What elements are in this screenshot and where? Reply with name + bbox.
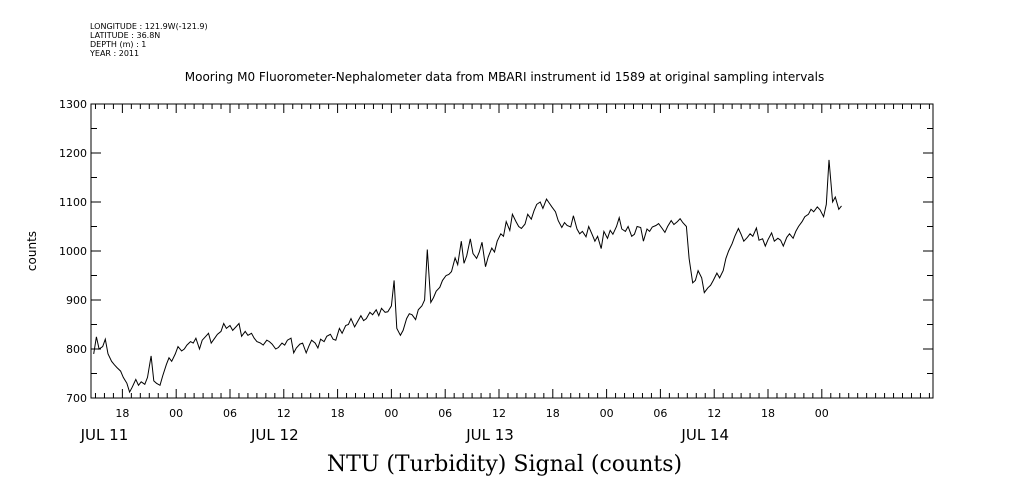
x-tick-label: 06 xyxy=(653,407,667,420)
x-tick-label: 00 xyxy=(600,407,614,420)
chart-title: Mooring M0 Fluorometer-Nephalometer data… xyxy=(184,70,825,84)
bottom-title: NTU (Turbidity) Signal (counts) xyxy=(326,452,683,477)
day-label: JUL 11 xyxy=(80,426,129,444)
x-tick-label: 18 xyxy=(761,407,775,420)
y-tick-label: 1200 xyxy=(59,147,87,160)
latitude-label: LATITUDE : 36.8N xyxy=(90,31,161,40)
y-tick-label: 1100 xyxy=(59,196,87,209)
x-tick-label: 00 xyxy=(169,407,183,420)
plot-frame xyxy=(90,103,934,399)
x-tick-label: 12 xyxy=(277,407,291,420)
y-tick-label: 700 xyxy=(66,392,87,405)
series-line xyxy=(93,159,842,394)
x-tick-label: 12 xyxy=(492,407,506,420)
x-tick-label: 00 xyxy=(815,407,829,420)
y-axis-label: counts xyxy=(25,231,39,271)
year-label: YEAR : 2011 xyxy=(90,49,140,58)
day-label: JUL 14 xyxy=(680,426,729,444)
metadata-block: LONGITUDE : 121.9W(-121.9) LATITUDE : 36… xyxy=(90,22,208,58)
x-tick-label: 18 xyxy=(546,407,560,420)
x-tick-label: 06 xyxy=(438,407,452,420)
x-tick-label: 00 xyxy=(384,407,398,420)
longitude-label: LONGITUDE : 121.9W(-121.9) xyxy=(90,22,208,31)
y-tick-label: 1300 xyxy=(59,98,87,111)
day-label: JUL 12 xyxy=(250,426,299,444)
x-tick-label: 12 xyxy=(707,407,721,420)
y-tick-label: 800 xyxy=(66,343,87,356)
x-tick-label: 06 xyxy=(223,407,237,420)
x-tick-label: 18 xyxy=(115,407,129,420)
y-tick-label: 900 xyxy=(66,294,87,307)
depth-label: DEPTH (m) : 1 xyxy=(90,40,147,49)
day-label: JUL 13 xyxy=(465,426,514,444)
x-tick-label: 18 xyxy=(331,407,345,420)
y-tick-label: 1000 xyxy=(59,245,87,258)
